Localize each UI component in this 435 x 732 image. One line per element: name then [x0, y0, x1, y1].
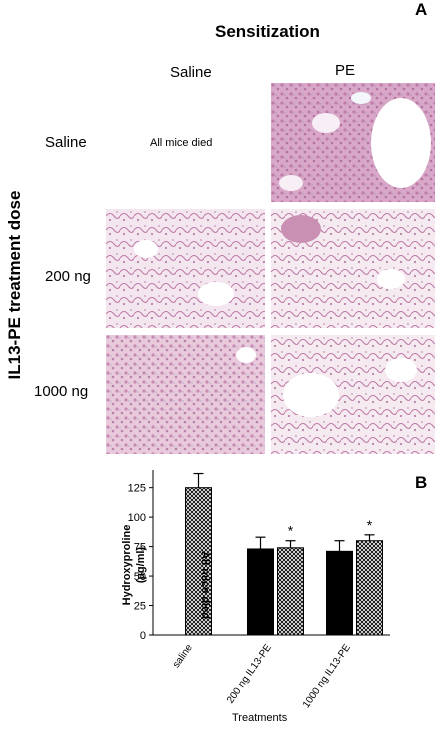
treatment-dose-axis-label: IL13-PE treatment dose	[5, 190, 24, 380]
panel-letter-a: A	[415, 0, 428, 19]
significance-star: *	[288, 523, 294, 539]
y-tick-label: 100	[128, 512, 146, 524]
micrograph-200ng-saline	[106, 209, 265, 328]
micrograph-1000ng-saline	[106, 335, 265, 454]
x-tick-label: 200 ng IL13-PE	[225, 642, 274, 706]
significance-star: *	[367, 517, 373, 533]
bar	[247, 548, 274, 636]
all-mice-died-note-b: All mice died	[199, 551, 211, 619]
micrograph-200ng-pe	[271, 209, 435, 328]
ylabel-line2: (µg/ml)	[135, 547, 147, 584]
row-label-200ng: 200 ng	[45, 268, 91, 285]
ylabel-line1: Hydroxyproline	[121, 525, 133, 606]
y-tick-label: 50	[134, 571, 146, 583]
hydroxyproline-chart: 0 25 50 75 100 125 saline 200 ng IL13-PE 1000 ng…	[128, 470, 390, 710]
y-tick-label: 75	[134, 542, 146, 554]
micrograph-saline-pe	[271, 83, 435, 202]
y-tick-label: 25	[134, 601, 146, 613]
micrograph-1000ng-pe	[271, 335, 435, 454]
bar	[185, 487, 212, 636]
panel-letter-b: B	[415, 473, 428, 492]
row-label-1000ng: 1000 ng	[34, 383, 89, 400]
x-tick-label: saline	[171, 642, 195, 670]
bar	[277, 547, 304, 636]
chart-root: 0 25 50 75 100 125 saline 200 ng IL13-PE 1000 ng…	[128, 470, 390, 710]
x-tick-label: 1000 ng IL13-PE	[301, 642, 353, 710]
all-mice-died-note-b-wrap: All mice died	[199, 551, 211, 619]
y-tick-label: 0	[140, 630, 146, 642]
bar	[326, 550, 353, 636]
all-mice-died-note-a: All mice died	[150, 137, 213, 149]
bar	[356, 540, 383, 636]
x-axis-label: Treatments	[232, 712, 288, 724]
row-label-saline: Saline	[45, 134, 87, 151]
y-axis-label: Hydroxyproline (µg/ml)	[121, 525, 147, 606]
y-tick-label: 125	[128, 483, 146, 495]
sensitization-title: Sensitization	[215, 22, 320, 41]
col-header-pe: PE	[335, 62, 356, 79]
col-header-saline: Saline	[170, 64, 212, 81]
